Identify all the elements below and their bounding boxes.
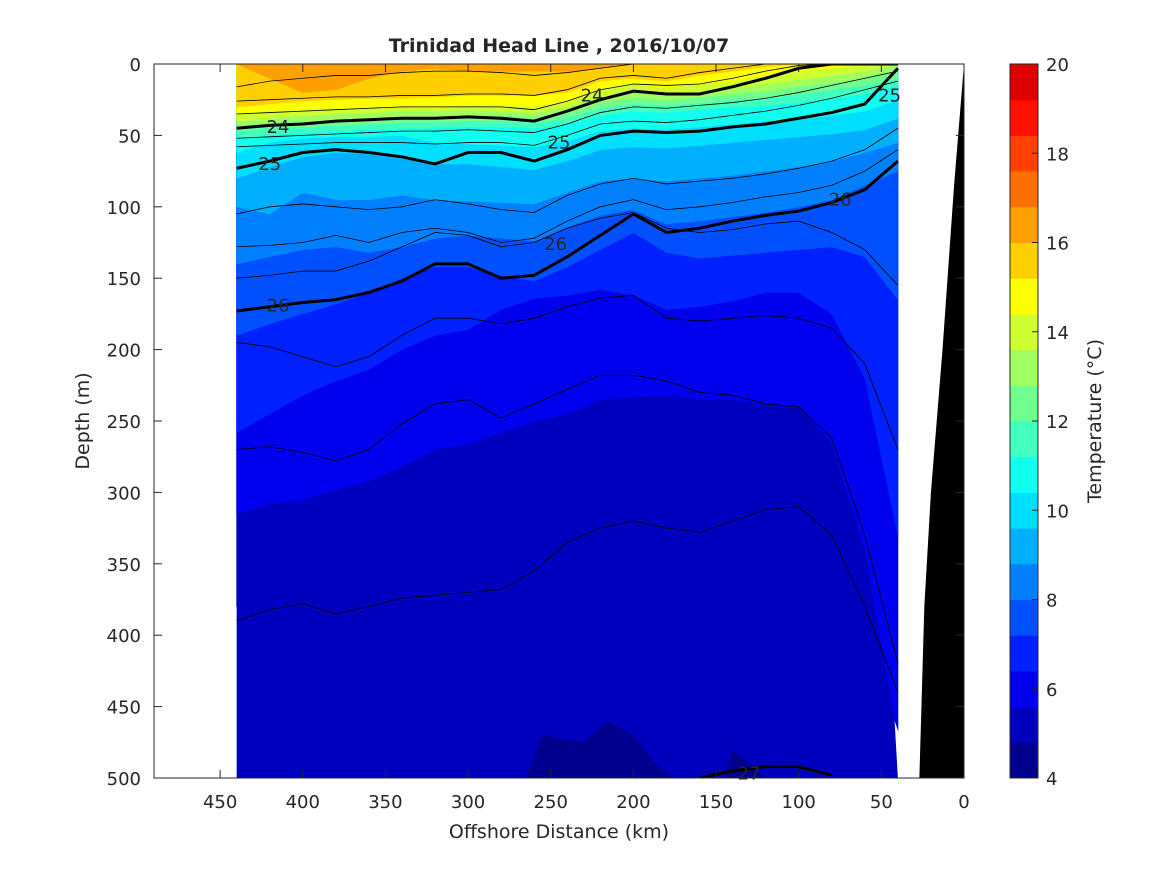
- density-thick-contours: [236, 64, 899, 778]
- x-axis-ticks: 450 400 350 300 250 200 150 100 50 0: [203, 64, 970, 813]
- contour-label-text: 25: [878, 85, 901, 106]
- y-tick-label: 250: [107, 412, 141, 433]
- y-tick-label: 400: [107, 626, 141, 647]
- density-contour-24: [236, 64, 898, 130]
- contour-label-text: 26: [829, 190, 852, 211]
- density-contour-thin: [236, 70, 898, 139]
- x-tick-label: 0: [958, 792, 969, 813]
- colorbar-swatch: [1010, 385, 1038, 422]
- colorbar-swatch: [1010, 349, 1038, 386]
- land-bathymetry: [919, 64, 964, 778]
- density-contour-25: [236, 67, 899, 170]
- contour-label-26: 26: [544, 234, 567, 255]
- land-mask: [894, 64, 964, 778]
- colorbar-tick-label: 16: [1046, 234, 1069, 255]
- x-tick-label: 200: [616, 792, 650, 813]
- colorbar-tick-label: 18: [1046, 144, 1069, 165]
- colorbar-swatch: [1010, 706, 1038, 743]
- bottom-gap: [894, 321, 931, 778]
- colorbar-swatch: [1010, 599, 1038, 636]
- colorbar-swatch: [1010, 242, 1038, 279]
- x-tick-label: 400: [286, 792, 320, 813]
- colorbar-swatch: [1010, 528, 1038, 565]
- colorbar-swatch: [1010, 99, 1038, 136]
- y-tick-label: 450: [107, 698, 141, 719]
- contour-label-text: 26: [267, 295, 290, 316]
- x-tick-label: 450: [203, 792, 237, 813]
- contour-label-24: 24: [267, 117, 290, 138]
- density-contour-thin: [236, 149, 899, 248]
- contour-label-26: 26: [829, 190, 852, 211]
- y-tick-label: 200: [107, 341, 141, 362]
- colorbar: 4 6 8 10 12 14 16 18 20: [1009, 55, 1069, 790]
- colorbar-swatch: [1010, 278, 1038, 315]
- contour-label-27: 27: [738, 764, 761, 785]
- x-tick-label: 350: [368, 792, 402, 813]
- density-contour-thin: [236, 64, 898, 102]
- colorbar-swatch: [1010, 421, 1038, 458]
- colorbar-swatch: [1010, 742, 1038, 779]
- colorbar-label: Temperature (°C): [1084, 339, 1106, 504]
- y-tick-label: 50: [118, 126, 141, 147]
- x-axis-label: Offshore Distance (km): [449, 821, 669, 843]
- colorbar-swatch: [1010, 635, 1038, 672]
- chart-title: Trinidad Head Line , 2016/10/07: [389, 35, 729, 57]
- y-tick-label: 500: [107, 769, 141, 790]
- colorbar-tick-label: 4: [1046, 769, 1057, 790]
- y-tick-label: 350: [107, 555, 141, 576]
- density-contour-thin: [236, 374, 899, 664]
- temperature-fills: [236, 64, 899, 778]
- colorbar-tick-label: 6: [1046, 680, 1057, 701]
- colorbar-swatch: [1010, 206, 1038, 243]
- temp-fill-patch: [525, 720, 675, 778]
- contour-label-text: 27: [738, 764, 761, 785]
- contour-label-25: 25: [878, 85, 901, 106]
- colorbar-tick-label: 12: [1046, 412, 1069, 433]
- x-tick-label: 50: [870, 792, 893, 813]
- density-contour-thin: [236, 506, 899, 693]
- colorbar-tick-label: 8: [1046, 591, 1057, 612]
- colorbar-tick-label: 10: [1046, 501, 1069, 522]
- density-contour-thin: [236, 64, 898, 88]
- contour-label-text: 25: [548, 133, 571, 154]
- plot-area: 24 24 25 25 25 26 26 26 27 450 400 350 300 250 200 150…: [107, 55, 970, 813]
- y-axis-label: Depth (m): [72, 372, 94, 469]
- contour-label-text: 25: [258, 154, 281, 175]
- x-tick-label: 100: [782, 792, 816, 813]
- density-contour-thin: [236, 294, 899, 450]
- y-axis-ticks: 0 50 100 150 200 250 300 350 400 450 500: [107, 55, 964, 790]
- colorbar-swatch: [1010, 456, 1038, 493]
- temp-fill-band: [236, 64, 898, 108]
- colorbar-swatch: [1010, 563, 1038, 600]
- colorbar-tick-label: 20: [1046, 55, 1069, 76]
- density-contour-26: [236, 159, 899, 313]
- contour-label-26: 26: [267, 295, 290, 316]
- contour-label-text: 24: [267, 117, 290, 138]
- colorbar-tick-label: 14: [1046, 323, 1069, 344]
- colorbar-swatch: [1010, 171, 1038, 208]
- density-contour-thin: [236, 127, 899, 215]
- y-tick-label: 300: [107, 483, 141, 504]
- contour-label-24: 24: [581, 85, 604, 106]
- y-tick-label: 150: [107, 269, 141, 290]
- density-contour-labels: 24 24 25 25 25 26 26 26 27: [258, 85, 901, 784]
- x-tick-label: 300: [451, 792, 485, 813]
- x-tick-label: 250: [534, 792, 568, 813]
- contour-label-text: 24: [581, 85, 604, 106]
- density-thin-contours: [236, 64, 899, 693]
- y-tick-label: 0: [130, 55, 141, 76]
- density-contour-thin: [236, 80, 898, 148]
- contour-label-25: 25: [258, 154, 281, 175]
- density-contour-thin: [236, 64, 898, 115]
- contour-label-text: 26: [544, 234, 567, 255]
- colorbar-swatch: [1010, 64, 1038, 101]
- x-tick-label: 150: [699, 792, 733, 813]
- density-contour-27: [699, 765, 833, 778]
- contour-label-25: 25: [548, 133, 571, 154]
- y-tick-label: 100: [107, 198, 141, 219]
- density-contour-thin: [236, 212, 899, 286]
